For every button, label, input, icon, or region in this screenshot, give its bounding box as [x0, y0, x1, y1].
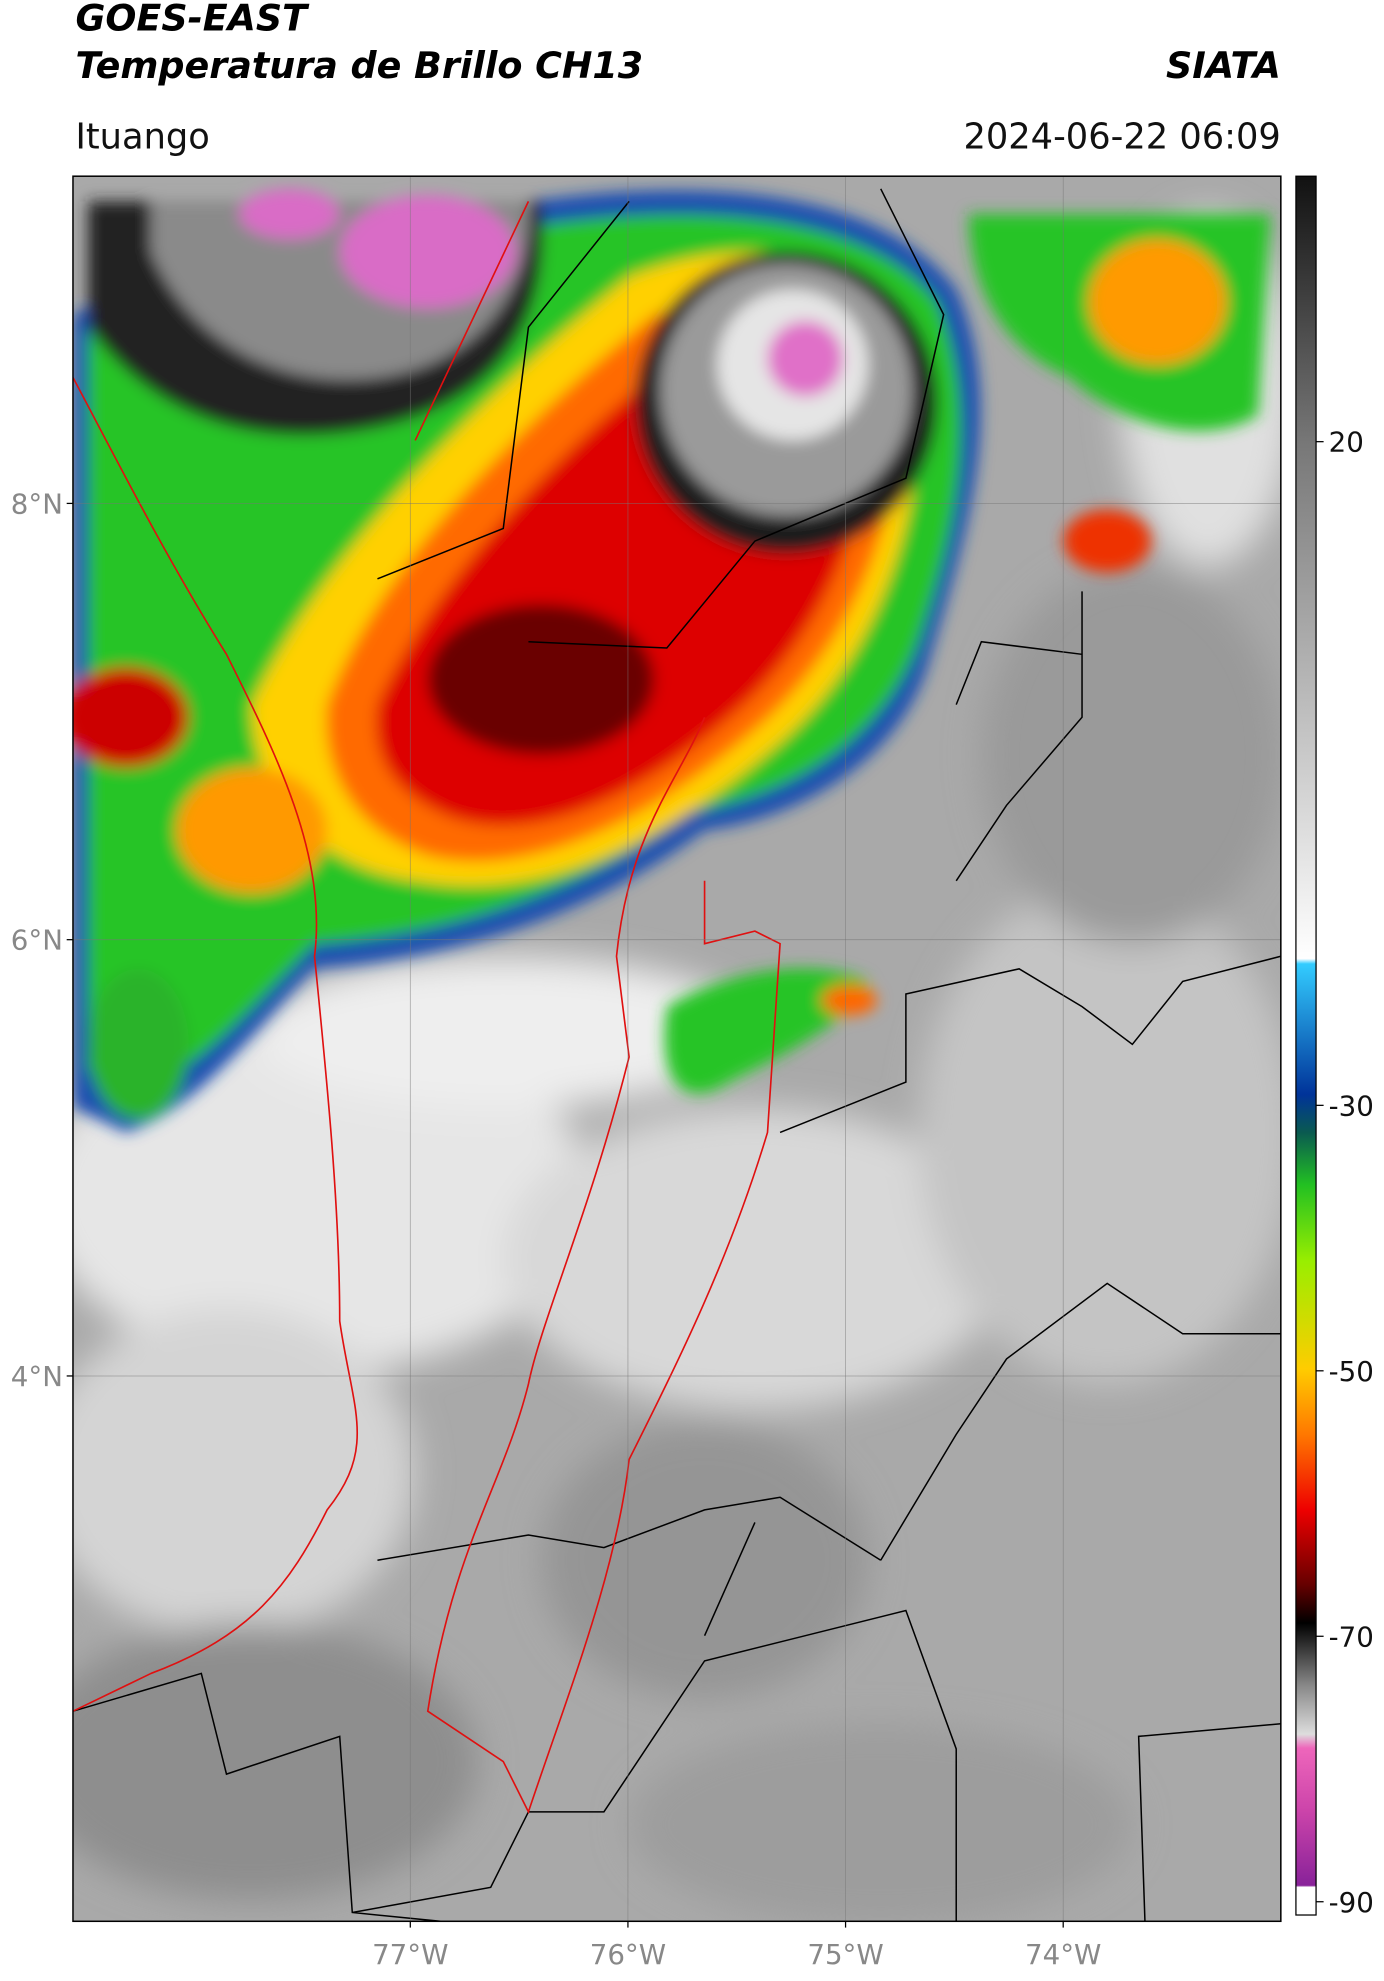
cold-cloud — [1063, 509, 1152, 573]
colorbar — [1295, 175, 1317, 1916]
colorbar-label: 20 — [1329, 426, 1364, 459]
cold-cloud — [72, 666, 189, 768]
cold-cloud — [176, 767, 328, 894]
convection — [72, 188, 1271, 1133]
cloud — [72, 1019, 592, 1372]
graticule — [72, 176, 1281, 1922]
datetime: 2024-06-22 06:09 — [963, 117, 1280, 158]
cloud — [541, 1421, 869, 1699]
location: Ituango — [75, 117, 209, 158]
borders — [72, 188, 1281, 1922]
colorbar-label: -30 — [1329, 1089, 1374, 1122]
x-tick-label: 75°W — [807, 1938, 883, 1971]
y-tick-label: 4°N — [11, 1360, 63, 1393]
x-tick-label: 74°W — [1025, 1938, 1101, 1971]
cloud — [918, 880, 1281, 1384]
map-frame — [72, 175, 1282, 1923]
subtitle: Temperatura de Brillo CH13 — [75, 44, 643, 87]
source: SIATA — [1166, 44, 1281, 87]
border-line — [72, 188, 1281, 1922]
cloud — [72, 1623, 479, 1900]
cloud — [251, 956, 755, 1108]
cold-cloud — [664, 968, 869, 1094]
colorbar-label: -90 — [1329, 1886, 1374, 1919]
cold-cloud — [88, 968, 189, 1120]
overshoot — [767, 320, 843, 397]
title: GOES-EAST — [75, 0, 310, 39]
satellite-image — [72, 176, 1281, 1922]
cold-cloud — [1088, 239, 1227, 365]
y-tick-label: 8°N — [11, 487, 63, 520]
cloud — [72, 1308, 416, 1636]
colorbar-label: -70 — [1329, 1620, 1374, 1653]
cold-cloud — [427, 603, 655, 755]
colorbar-label: -50 — [1329, 1355, 1374, 1388]
cloud — [629, 1723, 1133, 1922]
cloud-field — [72, 214, 1281, 1922]
cloud — [503, 1107, 1007, 1410]
cold-cloud — [821, 985, 877, 1016]
y-tick-label: 6°N — [11, 924, 63, 957]
overshoot — [239, 188, 340, 240]
x-tick-label: 76°W — [590, 1938, 666, 1971]
x-tick-label: 77°W — [372, 1938, 448, 1971]
overshoot — [339, 195, 516, 309]
cloud — [981, 566, 1281, 944]
department-border — [72, 201, 781, 1814]
